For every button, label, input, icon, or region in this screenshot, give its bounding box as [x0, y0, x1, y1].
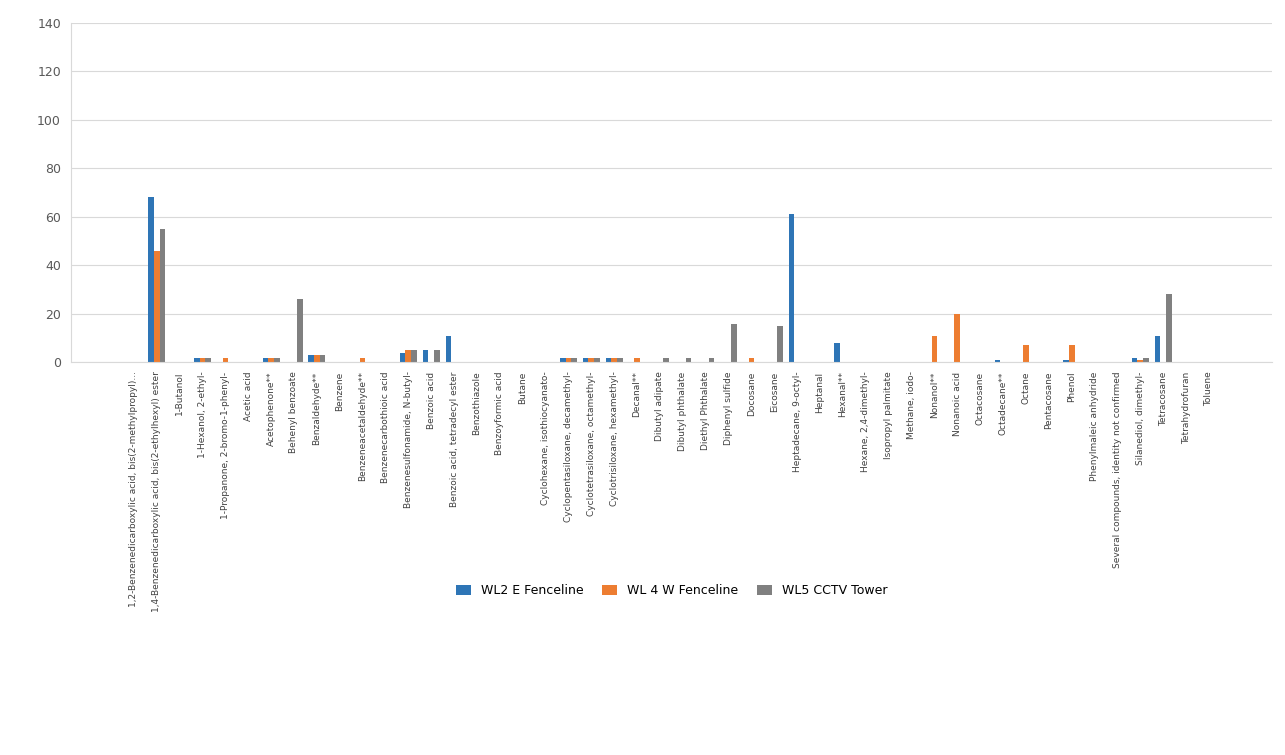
- Bar: [560, 358, 565, 362]
- Bar: [411, 350, 416, 362]
- Bar: [269, 358, 274, 362]
- Bar: [617, 358, 623, 362]
- Bar: [262, 358, 269, 362]
- Bar: [222, 358, 229, 362]
- Bar: [572, 358, 577, 362]
- Bar: [749, 358, 754, 362]
- Bar: [686, 358, 691, 362]
- Bar: [274, 358, 280, 362]
- Bar: [400, 353, 406, 362]
- Bar: [1165, 294, 1172, 362]
- Bar: [589, 358, 594, 362]
- Bar: [605, 358, 612, 362]
- Bar: [154, 251, 159, 362]
- Bar: [314, 355, 320, 362]
- Legend: WL2 E Fenceline, WL 4 W Fenceline, WL5 CCTV Tower: WL2 E Fenceline, WL 4 W Fenceline, WL5 C…: [451, 579, 892, 602]
- Bar: [360, 358, 365, 362]
- Bar: [1023, 345, 1029, 362]
- Bar: [612, 358, 617, 362]
- Bar: [148, 197, 154, 362]
- Bar: [1132, 358, 1137, 362]
- Bar: [583, 358, 589, 362]
- Bar: [955, 314, 960, 362]
- Bar: [932, 336, 937, 362]
- Bar: [1069, 345, 1074, 362]
- Bar: [1155, 336, 1160, 362]
- Bar: [594, 358, 600, 362]
- Bar: [789, 214, 794, 362]
- Bar: [635, 358, 640, 362]
- Bar: [297, 299, 302, 362]
- Bar: [446, 336, 451, 362]
- Bar: [194, 358, 199, 362]
- Bar: [159, 229, 166, 362]
- Bar: [777, 326, 783, 362]
- Bar: [199, 358, 206, 362]
- Bar: [565, 358, 572, 362]
- Bar: [320, 355, 325, 362]
- Bar: [1144, 358, 1149, 362]
- Bar: [1063, 360, 1069, 362]
- Bar: [1137, 360, 1144, 362]
- Bar: [308, 355, 314, 362]
- Bar: [406, 350, 411, 362]
- Bar: [663, 358, 668, 362]
- Bar: [423, 350, 428, 362]
- Bar: [206, 358, 211, 362]
- Bar: [995, 360, 1000, 362]
- Bar: [834, 343, 840, 362]
- Bar: [708, 358, 714, 362]
- Bar: [434, 350, 439, 362]
- Bar: [731, 324, 738, 362]
